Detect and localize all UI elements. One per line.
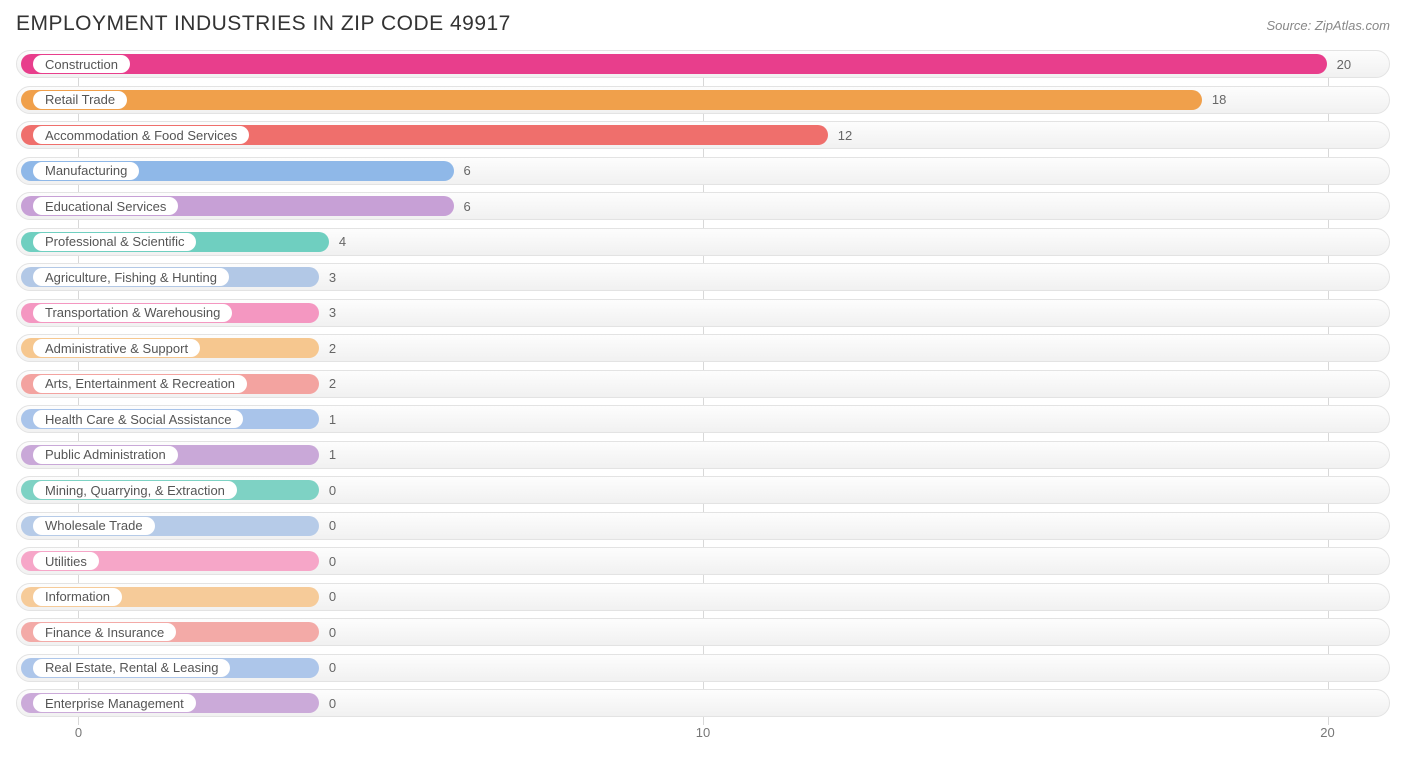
bar-value-label: 0 — [321, 584, 344, 610]
chart-title: EMPLOYMENT INDUSTRIES IN ZIP CODE 49917 — [16, 12, 511, 36]
bar-row: Agriculture, Fishing & Hunting 3 — [16, 263, 1390, 291]
bar-value-label: 0 — [321, 477, 344, 503]
bar-row: Transportation & Warehousing 3 — [16, 299, 1390, 327]
bar-value-label: 20 — [1329, 51, 1359, 77]
bar-row: Administrative & Support 2 — [16, 334, 1390, 362]
bar-label-pill: Accommodation & Food Services — [33, 126, 249, 144]
bar-row: Finance & Insurance 0 — [16, 618, 1390, 646]
bar-label-pill: Wholesale Trade — [33, 517, 155, 535]
bar-value-label: 0 — [321, 655, 344, 681]
chart-source: Source: ZipAtlas.com — [1266, 18, 1390, 33]
axis-tick: 10 — [696, 725, 710, 740]
axis-tick: 0 — [75, 725, 82, 740]
bar-value-label: 0 — [321, 690, 344, 716]
bar-row: Health Care & Social Assistance 1 — [16, 405, 1390, 433]
chart-x-axis: 0 10 20 — [16, 725, 1390, 749]
bar-row: Information 0 — [16, 583, 1390, 611]
bar-row: Arts, Entertainment & Recreation 2 — [16, 370, 1390, 398]
bar-label-pill: Public Administration — [33, 446, 178, 464]
bar-label-pill: Manufacturing — [33, 162, 139, 180]
bar-fill — [21, 90, 1202, 110]
bar-label-pill: Agriculture, Fishing & Hunting — [33, 268, 229, 286]
bar-label-pill: Administrative & Support — [33, 339, 200, 357]
bar-row: Public Administration 1 — [16, 441, 1390, 469]
bar-value-label: 1 — [321, 406, 344, 432]
bar-label-pill: Educational Services — [33, 197, 178, 215]
bar-value-label: 3 — [321, 300, 344, 326]
bar-row: Professional & Scientific 4 — [16, 228, 1390, 256]
axis-tick: 20 — [1320, 725, 1334, 740]
bar-label-pill: Enterprise Management — [33, 694, 196, 712]
chart-bars-container: Construction20Retail Trade18Accommodatio… — [16, 50, 1390, 717]
bar-row: Enterprise Management 0 — [16, 689, 1390, 717]
bar-value-label: 2 — [321, 335, 344, 361]
bar-row: Educational Services 6 — [16, 192, 1390, 220]
bar-label-pill: Professional & Scientific — [33, 233, 196, 251]
bar-row: Mining, Quarrying, & Extraction 0 — [16, 476, 1390, 504]
chart-area: Construction20Retail Trade18Accommodatio… — [16, 50, 1390, 749]
chart-header: EMPLOYMENT INDUSTRIES IN ZIP CODE 49917 … — [16, 12, 1390, 36]
bar-value-label: 1 — [321, 442, 344, 468]
bar-row: Wholesale Trade 0 — [16, 512, 1390, 540]
bar-value-label: 0 — [321, 513, 344, 539]
bar-value-label: 0 — [321, 548, 344, 574]
bar-label-pill: Arts, Entertainment & Recreation — [33, 375, 247, 393]
bar-value-label: 6 — [456, 193, 479, 219]
bar-row: Utilities 0 — [16, 547, 1390, 575]
bar-value-label: 18 — [1204, 87, 1234, 113]
bar-label-pill: Mining, Quarrying, & Extraction — [33, 481, 237, 499]
bar-fill — [21, 54, 1327, 74]
bar-row: Accommodation & Food Services 12 — [16, 121, 1390, 149]
bar-value-label: 2 — [321, 371, 344, 397]
bar-label-pill: Real Estate, Rental & Leasing — [33, 659, 230, 677]
bar-label-pill: Transportation & Warehousing — [33, 304, 232, 322]
bar-label-pill: Health Care & Social Assistance — [33, 410, 243, 428]
bar-label-pill: Finance & Insurance — [33, 623, 176, 641]
bar-row: Construction 20 — [16, 50, 1390, 78]
bar-row: Real Estate, Rental & Leasing 0 — [16, 654, 1390, 682]
bar-label-pill: Retail Trade — [33, 91, 127, 109]
bar-label-pill: Information — [33, 588, 122, 606]
bar-row: Manufacturing 6 — [16, 157, 1390, 185]
bar-value-label: 6 — [456, 158, 479, 184]
bar-value-label: 0 — [321, 619, 344, 645]
bar-value-label: 4 — [331, 229, 354, 255]
bar-row: Retail Trade 18 — [16, 86, 1390, 114]
bar-label-pill: Construction — [33, 55, 130, 73]
bar-value-label: 3 — [321, 264, 344, 290]
bar-value-label: 12 — [830, 122, 860, 148]
bar-label-pill: Utilities — [33, 552, 99, 570]
